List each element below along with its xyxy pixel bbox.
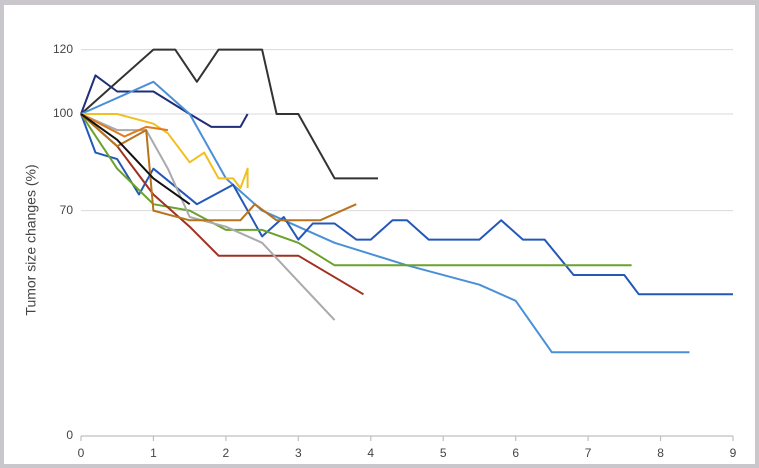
plot: 0 70 100 120 0 1 2 3 4 5 6 7 8 9 <box>53 42 737 460</box>
x-tick-label: 1 <box>150 446 157 460</box>
x-tick-label: 7 <box>585 446 592 460</box>
x-tick-label: 4 <box>367 446 374 460</box>
y-tick-label: 120 <box>53 42 73 56</box>
x-tick-label: 9 <box>730 446 737 460</box>
y-axis-label: Tumor size changes (%) <box>23 164 39 315</box>
series-line <box>80 113 191 206</box>
x-tick-label: 2 <box>223 446 230 460</box>
series-line <box>81 113 249 190</box>
chart-area <box>4 5 755 464</box>
series-line <box>80 113 733 296</box>
y-tick-label: 70 <box>60 203 74 217</box>
x-tick-label: 3 <box>295 446 302 460</box>
series-line <box>80 113 169 138</box>
y-tick-label: 100 <box>53 106 73 120</box>
series-line <box>80 113 357 222</box>
y-tick-label: 0 <box>66 428 73 442</box>
series-line <box>80 74 249 128</box>
series-line <box>80 113 336 321</box>
x-tick-label: 5 <box>440 446 447 460</box>
x-tick-label: 8 <box>657 446 664 460</box>
series-line <box>80 48 378 180</box>
x-tick-label: 0 <box>78 446 85 460</box>
series-line <box>80 80 690 354</box>
series-line <box>80 113 632 267</box>
x-tick-label: 6 <box>512 446 519 460</box>
